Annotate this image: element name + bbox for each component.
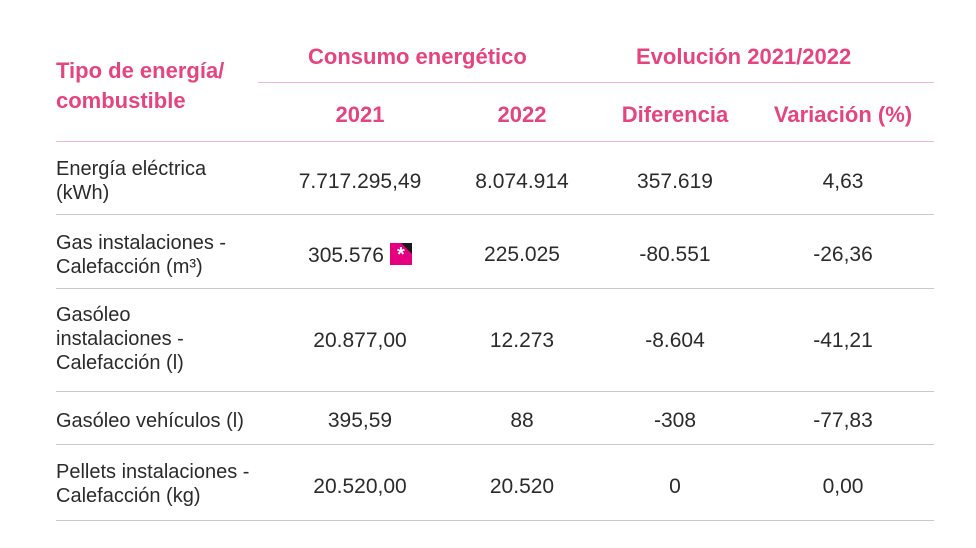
row-label-line: Energía eléctrica — [56, 158, 207, 180]
cell-variacion: -41,21 — [813, 329, 873, 352]
cell-2021-value: 305.576 — [308, 244, 384, 267]
row-label-gas-instalaciones: Gas instalaciones - Calefacción (m³) — [56, 231, 226, 279]
row-label-energia-electrica: Energía eléctrica (kWh) — [56, 157, 206, 205]
row-label-line: Calefacción (l) — [56, 352, 184, 374]
header-col-2022: 2022 — [497, 102, 547, 127]
cell-2021: 20.520,00 — [313, 475, 407, 498]
cell-2021: 305.576 * — [270, 243, 450, 268]
row-label-gasoleo-instalaciones: Gasóleo instalaciones - Calefacción (l) — [56, 303, 184, 375]
header-col-2021: 2021 — [335, 102, 385, 127]
asterisk-glyph: * — [397, 244, 405, 266]
cell-2021: 7.717.295,49 — [298, 170, 422, 193]
header-consumo: Consumo energético — [308, 44, 527, 69]
cell-variacion: -77,83 — [813, 409, 873, 432]
header-divider-top — [258, 82, 934, 83]
cell-2022: 12.273 — [489, 329, 555, 352]
cell-diferencia: -308 — [653, 409, 697, 432]
cell-diferencia: -8.604 — [645, 329, 705, 352]
row-label-pellets: Pellets instalaciones - Calefacción (kg) — [56, 460, 249, 508]
header-divider-bottom — [56, 141, 934, 142]
cell-2022: 8.074.914 — [475, 170, 569, 193]
row-label-line: instalaciones - — [56, 328, 184, 350]
header-col-diferencia: Diferencia — [621, 102, 729, 127]
cell-diferencia: -80.551 — [639, 243, 711, 266]
row-label-gasoleo-vehiculos: Gasóleo vehículos (l) — [56, 409, 244, 433]
row-divider — [56, 444, 934, 445]
cell-2022: 88 — [510, 409, 534, 432]
header-type-label: Tipo de energía/ combustible — [56, 56, 224, 116]
header-col-variacion: Variación (%) — [773, 102, 913, 127]
cell-2021: 395,59 — [327, 409, 393, 432]
cell-variacion: 0,00 — [822, 475, 864, 498]
row-label-line: (kWh) — [56, 182, 110, 204]
row-divider — [56, 214, 934, 215]
cell-diferencia: 0 — [669, 475, 681, 498]
header-type-label-line1: Tipo de energía/ — [56, 58, 225, 83]
badge-corner — [400, 243, 412, 254]
row-label-line: Gas instalaciones - — [56, 232, 227, 254]
row-divider — [56, 520, 934, 521]
cell-2022: 225.025 — [484, 243, 560, 266]
header-evolucion: Evolución 2021/2022 — [636, 44, 852, 69]
asterisk-icon: * — [389, 243, 412, 266]
header-type-label-line2: combustible — [56, 88, 186, 113]
cell-variacion: 4,63 — [822, 170, 864, 193]
row-label-line: Calefacción (kg) — [56, 485, 201, 507]
cell-diferencia: 357.619 — [637, 170, 713, 193]
row-divider — [56, 391, 934, 392]
cell-variacion: -26,36 — [813, 243, 873, 266]
row-label-line: Pellets instalaciones - — [56, 461, 250, 483]
cell-2021: 20.877,00 — [313, 329, 407, 352]
row-label-line: Gasóleo vehículos (l) — [56, 410, 244, 432]
cell-2022: 20.520 — [489, 475, 555, 498]
row-label-line: Calefacción (m³) — [56, 256, 203, 278]
row-divider — [56, 288, 934, 289]
row-label-line: Gasóleo — [56, 304, 131, 326]
